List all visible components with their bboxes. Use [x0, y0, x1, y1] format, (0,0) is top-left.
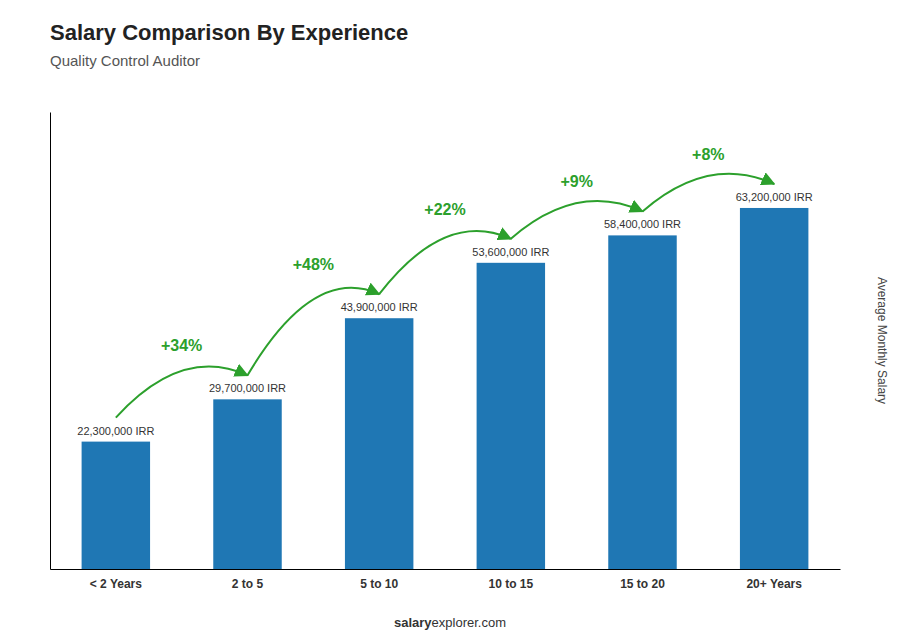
x-tick: 2 to 5 — [232, 577, 264, 591]
x-tick-label: 5 to 10 — [360, 577, 398, 591]
bar — [477, 263, 545, 569]
plot-area: < 2 Years 2 to 5 5 to 10 10 to 15 15 to 20 20… — [51, 113, 841, 591]
x-axis-line — [51, 569, 841, 570]
percent-change: +48% — [293, 256, 334, 273]
x-axis: < 2 Years 2 to 5 5 to 10 10 to 15 15 to 20 20… — [51, 570, 841, 591]
data-label: 53,600,000 IRR — [472, 246, 549, 258]
change-arrow — [379, 231, 511, 294]
data-labels: 22,300,000 IRR 29,700,000 IRR 43,900,000 I… — [77, 191, 812, 437]
percent-change: +22% — [424, 201, 465, 218]
bar — [213, 399, 281, 569]
x-tick-label: 15 to 20 — [620, 577, 665, 591]
data-label: 58,400,000 IRR — [604, 218, 681, 230]
y-axis — [50, 113, 51, 570]
percent-change: +8% — [692, 146, 724, 163]
title: Salary Comparison By Experience — [50, 20, 408, 45]
chart-svg: Salary Comparison By Experience Quality C… — [0, 0, 900, 641]
footer: salaryexplorer.com — [394, 615, 506, 630]
x-tick: 10 to 15 — [488, 577, 533, 591]
footer-part: explorer.com — [432, 615, 506, 630]
changes: +34% +48% +22% +9% +8% — [116, 146, 774, 418]
y-axis-line — [50, 113, 51, 570]
y-axis-title: Average Monthly Salary — [875, 277, 889, 404]
x-tick-label: 2 to 5 — [232, 577, 264, 591]
x-tick-label: < 2 Years — [90, 577, 142, 591]
percent-change: +34% — [161, 337, 202, 354]
bars — [82, 208, 809, 569]
subtitle: Quality Control Auditor — [50, 52, 200, 69]
x-tick: 15 to 20 — [620, 577, 665, 591]
x-tick-label: 20+ Years — [746, 577, 802, 591]
bar — [82, 442, 150, 569]
change-arrow — [116, 367, 248, 418]
bar — [345, 318, 413, 569]
data-label: 22,300,000 IRR — [77, 425, 154, 437]
change-arrow — [643, 174, 775, 212]
bar — [608, 235, 676, 569]
change-arrow — [511, 201, 643, 239]
data-label: 43,900,000 IRR — [341, 301, 418, 313]
x-tick: 5 to 10 — [360, 577, 398, 591]
percent-change: +9% — [560, 173, 592, 190]
footer-part: salary — [394, 615, 432, 630]
x-tick: < 2 Years — [90, 577, 142, 591]
data-label: 29,700,000 IRR — [209, 382, 286, 394]
x-tick-label: 10 to 15 — [488, 577, 533, 591]
data-label: 63,200,000 IRR — [736, 191, 813, 203]
chart-container: Salary Comparison By Experience Quality C… — [0, 0, 900, 641]
x-tick: 20+ Years — [746, 577, 802, 591]
change-arrow — [248, 288, 380, 375]
bar — [740, 208, 808, 569]
